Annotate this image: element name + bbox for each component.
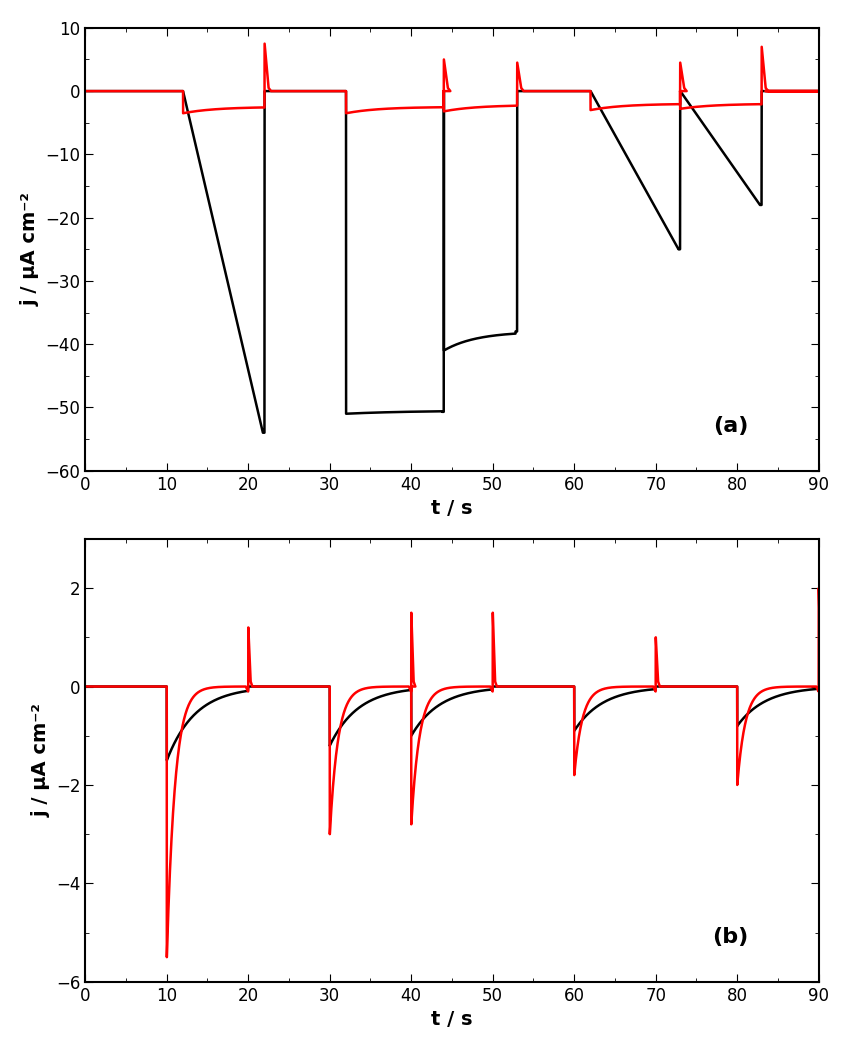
- X-axis label: t / s: t / s: [431, 499, 473, 518]
- X-axis label: t / s: t / s: [431, 1010, 473, 1029]
- Y-axis label: j / μA cm⁻²: j / μA cm⁻²: [31, 704, 50, 817]
- Text: (b): (b): [712, 927, 749, 947]
- Text: (a): (a): [713, 417, 748, 437]
- Y-axis label: j / μA cm⁻²: j / μA cm⁻²: [21, 192, 40, 307]
